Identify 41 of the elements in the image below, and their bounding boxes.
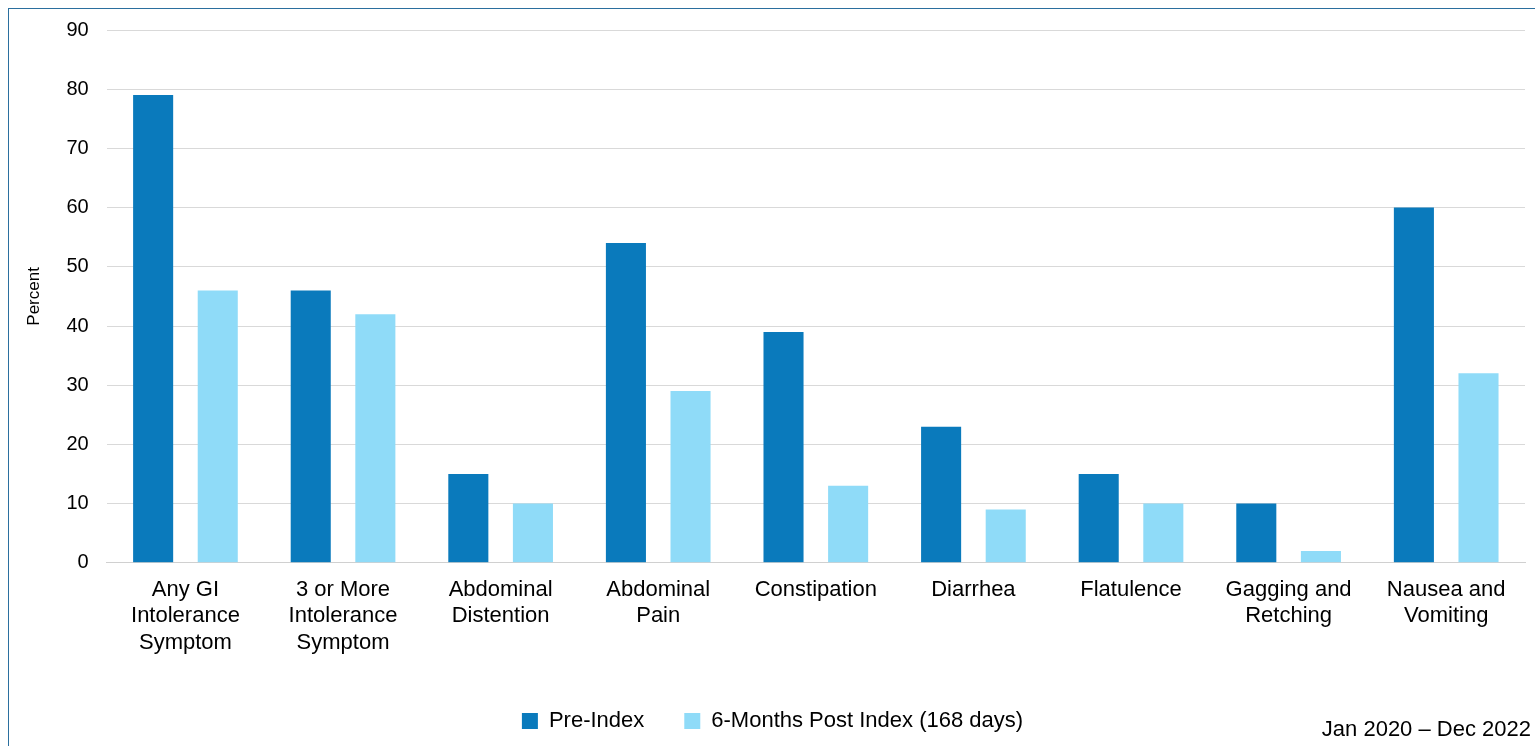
x-tick-label: Any GI Intolerance Symptom	[131, 576, 240, 654]
y-tick-label: 60	[66, 195, 89, 218]
bar	[133, 95, 174, 563]
y-tick-label: 70	[66, 135, 89, 158]
bar	[1300, 550, 1341, 563]
y-tick-label: 10	[66, 491, 89, 514]
y-tick-label: 50	[66, 254, 89, 277]
bar	[1236, 503, 1277, 563]
x-tick-label: 3 or More Intolerance Symptom	[288, 576, 398, 654]
x-tick-label: Gagging and Retching	[1225, 576, 1352, 628]
bar	[448, 474, 489, 563]
bar	[763, 331, 804, 563]
y-tick-label: 40	[66, 313, 89, 336]
x-tick-label: Nausea and Vomiting	[1386, 576, 1506, 628]
text: Jan 2020 – Dec 2022	[1321, 716, 1531, 742]
bar	[828, 485, 869, 563]
x-tick-label: Diarrhea	[931, 576, 1017, 602]
bar	[1393, 207, 1434, 563]
bar	[985, 509, 1026, 563]
legend-label: 6-Months Post Index (168 days)	[711, 707, 1024, 733]
bar	[1078, 474, 1119, 563]
bar	[921, 426, 962, 563]
y-tick-label: 20	[66, 431, 89, 454]
bar	[512, 503, 553, 563]
bar	[1458, 373, 1499, 563]
bar	[197, 290, 238, 563]
y-tick-label: 30	[66, 372, 89, 395]
bar	[605, 243, 646, 563]
x-tick-label: Abdominal Pain	[606, 576, 711, 628]
legend-label: Pre-Index	[548, 707, 645, 733]
bar	[290, 290, 331, 563]
bar	[670, 391, 711, 563]
y-axis-title: Percent	[23, 266, 43, 326]
bar	[1143, 503, 1184, 563]
y-tick-label: 0	[77, 550, 89, 573]
x-tick-label: Abdominal Distention	[448, 576, 553, 628]
bar	[355, 314, 396, 563]
x-tick-label: Flatulence	[1080, 576, 1182, 602]
x-tick-label: Constipation	[754, 576, 877, 602]
y-tick-label: 80	[66, 76, 89, 99]
y-tick-label: 90	[66, 17, 89, 40]
